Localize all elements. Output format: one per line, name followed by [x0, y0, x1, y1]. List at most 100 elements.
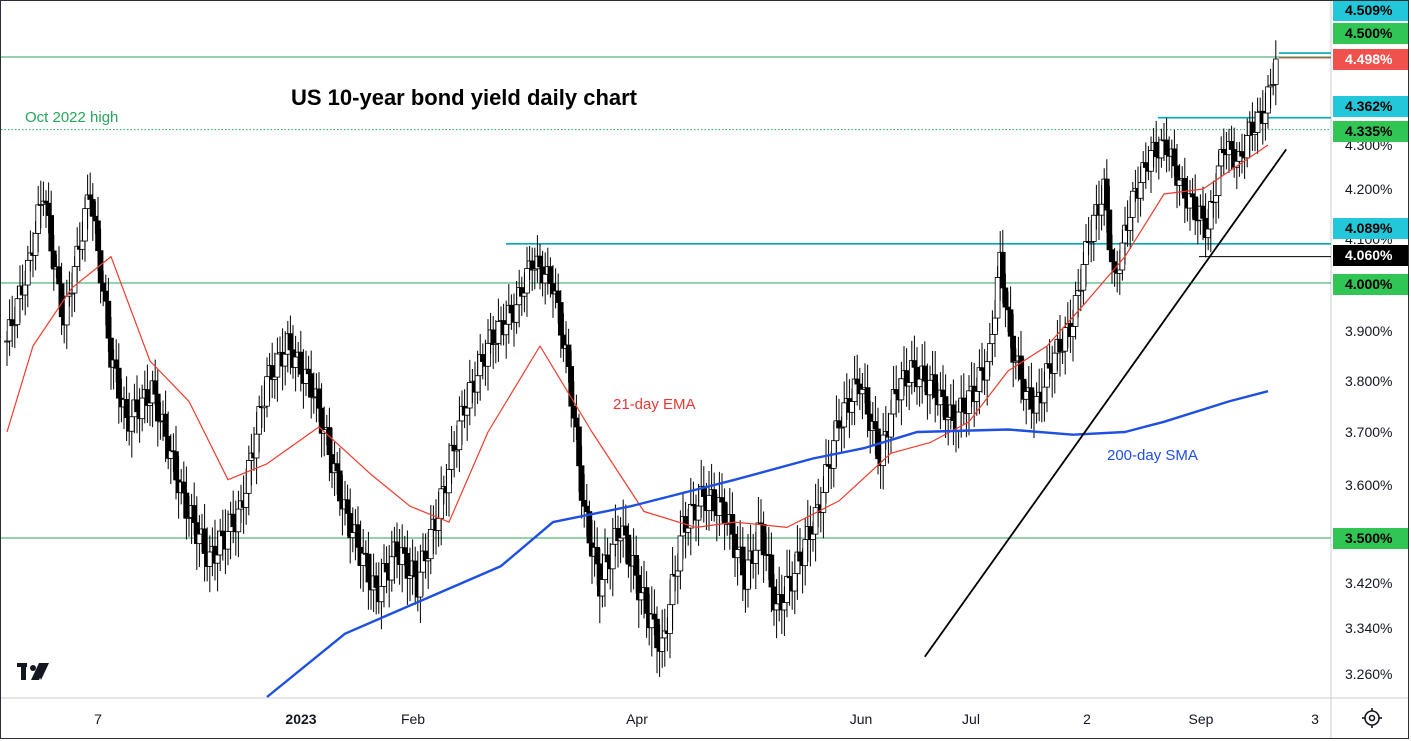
- candle-body: [378, 586, 385, 603]
- candle-body: [586, 511, 593, 544]
- candle-body: [976, 367, 983, 392]
- candle-body: [349, 532, 356, 539]
- candle-body: [1265, 86, 1271, 114]
- candle-body: [438, 488, 444, 519]
- candle-body: [336, 470, 343, 502]
- candle-body: [180, 481, 187, 494]
- candle-body: [547, 266, 554, 284]
- candle-body: [173, 451, 179, 481]
- candle-body: [1153, 141, 1160, 158]
- price-tag-box: [1333, 1, 1408, 21]
- y-tick-label: 4.200%: [1345, 181, 1392, 197]
- candle-body: [1098, 203, 1105, 216]
- candle-body: [745, 559, 751, 590]
- candle-body: [45, 202, 52, 216]
- candle-body: [1262, 112, 1269, 124]
- candle-body: [1119, 242, 1126, 271]
- candle-body: [139, 397, 146, 420]
- candle-body: [474, 375, 481, 393]
- tradingview-logo-icon[interactable]: [17, 663, 49, 680]
- candle-body: [274, 353, 281, 378]
- candle-body: [942, 396, 949, 421]
- candle-body: [537, 255, 543, 268]
- candle-body: [417, 571, 424, 598]
- candle-body: [316, 388, 322, 409]
- candle-body: [854, 378, 860, 385]
- candle-body: [911, 360, 918, 368]
- candle-body: [578, 465, 585, 501]
- price-tag-box: [1333, 274, 1408, 295]
- candle-body: [989, 333, 996, 345]
- candle-body: [373, 575, 379, 588]
- candle-body: [961, 397, 967, 413]
- candle-body: [617, 537, 624, 542]
- candle-body: [599, 579, 606, 597]
- candle-body: [781, 602, 788, 611]
- candle-body: [1023, 391, 1029, 400]
- series-line-21-day-ema: [6, 144, 1269, 528]
- annotation-200-day-sma: 200-day SMA: [1107, 447, 1198, 464]
- candle-body: [225, 531, 231, 550]
- candle-body: [79, 240, 86, 250]
- candle-body: [51, 250, 57, 270]
- candle-body: [734, 549, 741, 559]
- candle-body: [1072, 295, 1079, 327]
- candle-body: [71, 266, 78, 294]
- candle-body: [355, 524, 361, 548]
- candle-body: [508, 304, 515, 314]
- candle-body: [576, 426, 582, 467]
- candle-body: [633, 555, 639, 576]
- candle-body: [1215, 165, 1222, 196]
- candle-body: [1228, 141, 1235, 150]
- candle-body: [932, 374, 938, 398]
- x-tick-label: 3: [1311, 711, 1319, 727]
- candle-body: [82, 208, 88, 242]
- candle-body: [92, 215, 99, 222]
- candles-layer: [4, 40, 1279, 677]
- price-tag-label: 4.498%: [1345, 51, 1393, 67]
- candle-body: [773, 603, 780, 611]
- candle-body: [1213, 195, 1219, 203]
- candle-body: [305, 368, 312, 375]
- price-tag-box: [1333, 96, 1408, 117]
- candle-body: [1033, 396, 1040, 414]
- settings-gear-icon[interactable]: [1362, 708, 1382, 728]
- candle-body: [1010, 335, 1016, 363]
- price-tag-box: [1333, 218, 1408, 239]
- candle-body: [753, 549, 759, 564]
- price-tags-layer: 4.509% 4.500% 4.498% 4.362% 4.335% 4.089% 4.06…: [1333, 1, 1408, 549]
- candle-body: [984, 361, 990, 381]
- candle-body: [1205, 228, 1212, 239]
- candle-body: [864, 387, 871, 415]
- candle-body: [994, 277, 1001, 319]
- candle-body: [992, 317, 998, 335]
- candle-body: [573, 417, 580, 428]
- candle-body: [638, 592, 645, 601]
- candle-body: [916, 378, 923, 388]
- candle-body: [729, 514, 736, 535]
- candle-body: [1239, 151, 1245, 157]
- y-tick-label: 3.800%: [1345, 373, 1392, 389]
- candle-body: [654, 618, 660, 649]
- candle-body: [581, 499, 587, 507]
- candle-body: [792, 573, 798, 592]
- candle-body: [256, 406, 263, 435]
- candle-body: [966, 390, 972, 414]
- candle-body: [1104, 178, 1110, 211]
- candle-body: [1106, 209, 1113, 251]
- candle-body: [456, 420, 463, 451]
- candle-body: [1273, 58, 1279, 85]
- candle-body: [651, 613, 658, 620]
- candle-body: [464, 407, 470, 416]
- candle-body: [1028, 387, 1035, 410]
- candle-body: [282, 353, 288, 367]
- candle-body: [404, 552, 411, 579]
- candle-body: [695, 505, 702, 521]
- candle-body: [87, 194, 94, 200]
- candle-body: [1200, 205, 1206, 219]
- candle-body: [555, 290, 561, 303]
- candle-body: [128, 416, 135, 432]
- candle-body: [755, 522, 762, 551]
- candle-body: [56, 266, 62, 285]
